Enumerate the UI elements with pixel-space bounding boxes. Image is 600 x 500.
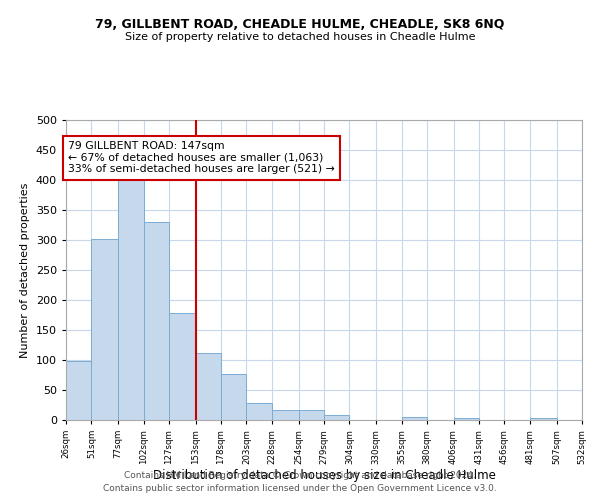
Text: Contains HM Land Registry data © Crown copyright and database right 2024.: Contains HM Land Registry data © Crown c… bbox=[124, 470, 476, 480]
Bar bbox=[118, 172, 143, 420]
Bar bbox=[196, 353, 221, 420]
X-axis label: Distribution of detached houses by size in Cheadle Hulme: Distribution of detached houses by size … bbox=[152, 470, 496, 482]
Bar bbox=[272, 410, 299, 420]
Bar bbox=[247, 403, 272, 420]
Bar bbox=[324, 415, 349, 420]
Y-axis label: Number of detached properties: Number of detached properties bbox=[20, 182, 30, 358]
Bar bbox=[299, 410, 324, 420]
Bar bbox=[91, 239, 118, 420]
Bar bbox=[143, 222, 169, 420]
Bar bbox=[530, 418, 557, 420]
Bar bbox=[401, 417, 427, 420]
Bar bbox=[66, 361, 91, 420]
Bar bbox=[169, 313, 196, 420]
Text: 79 GILLBENT ROAD: 147sqm
← 67% of detached houses are smaller (1,063)
33% of sem: 79 GILLBENT ROAD: 147sqm ← 67% of detach… bbox=[68, 141, 335, 174]
Bar bbox=[221, 374, 247, 420]
Text: 79, GILLBENT ROAD, CHEADLE HULME, CHEADLE, SK8 6NQ: 79, GILLBENT ROAD, CHEADLE HULME, CHEADL… bbox=[95, 18, 505, 30]
Text: Contains public sector information licensed under the Open Government Licence v3: Contains public sector information licen… bbox=[103, 484, 497, 493]
Text: Size of property relative to detached houses in Cheadle Hulme: Size of property relative to detached ho… bbox=[125, 32, 475, 42]
Bar bbox=[454, 418, 479, 420]
